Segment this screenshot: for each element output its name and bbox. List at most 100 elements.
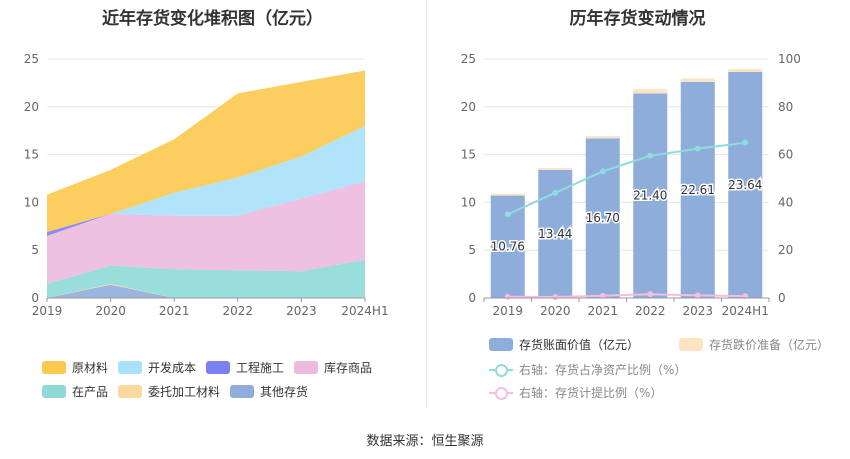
- legend-swatch: [679, 338, 703, 351]
- area-series-开发成本: [47, 125, 365, 232]
- line-point: [504, 211, 511, 218]
- legend-label: 存货跌价准备（亿元）: [709, 338, 830, 352]
- x-tick-label: 2022: [223, 304, 254, 318]
- y2-tick-label: 20: [778, 243, 793, 257]
- y-tick-label: 5: [468, 243, 476, 257]
- line-point: [694, 292, 701, 299]
- legend-item[interactable]: 存货账面价值（亿元）: [489, 336, 639, 353]
- bar-line-chart: 0 5 10 15 20 25 0 20 40 60 80 100 10.76 13.44 16.70 21.…: [461, 52, 801, 318]
- bar-impairment: [585, 135, 620, 139]
- legend-label: 开发成本: [148, 361, 197, 375]
- y2-tick-label: 40: [778, 195, 793, 209]
- y2-tick-label: 0: [778, 291, 786, 305]
- bar-impairment: [680, 78, 715, 82]
- legend-item[interactable]: 在产品: [42, 383, 108, 400]
- y-tick-label: 15: [461, 148, 476, 162]
- y-tick-label: 0: [468, 291, 476, 305]
- bar-impairment: [490, 193, 525, 196]
- y-tick-label: 25: [461, 52, 476, 66]
- x-tick-label: 2022: [635, 304, 666, 318]
- y2-tick-label: 100: [778, 52, 801, 66]
- area-series-库存商品: [47, 181, 365, 284]
- legend-swatch: [489, 386, 513, 400]
- legend-swatch: [118, 385, 142, 398]
- bar-value-label: 10.76: [491, 240, 525, 254]
- x-tick-label: 2024H1: [341, 304, 388, 318]
- legend-label: 存货账面价值（亿元）: [519, 338, 640, 352]
- bar-book-value: [633, 93, 668, 298]
- legend-item[interactable]: 开发成本: [118, 359, 196, 376]
- y-tick-label: 15: [24, 148, 39, 162]
- area-series-其他存货: [47, 284, 365, 298]
- line-series-右轴：存货计提比例（%）: [507, 293, 746, 299]
- legend-item[interactable]: 工程施工: [206, 359, 284, 376]
- y-tick-label: 20: [24, 100, 39, 114]
- legend-item[interactable]: 右轴：存货占净资产比例（%）: [489, 361, 686, 378]
- area-series-委托加工材料: [47, 283, 365, 298]
- legend-item[interactable]: 库存商品: [294, 359, 372, 376]
- bar-value-label: 22.61: [681, 183, 715, 197]
- legend-swatch: [489, 338, 513, 351]
- y-tick-label: 10: [24, 195, 39, 209]
- bar-value-label: 13.44: [538, 227, 572, 241]
- bar-value-label: 16.70: [586, 211, 620, 225]
- y-tick-label: 0: [31, 291, 39, 305]
- legend-label: 其他存货: [260, 385, 309, 399]
- legend-label: 委托加工材料: [148, 385, 221, 399]
- legend-swatch: [42, 361, 66, 374]
- left-chart-title: 近年存货变化堆积图（亿元）: [102, 9, 323, 29]
- bar-impairment: [633, 89, 668, 94]
- legend-swatch: [206, 361, 230, 374]
- legend-swatch: [230, 385, 254, 398]
- bar-impairment: [728, 69, 763, 73]
- y-tick-label: 25: [24, 52, 39, 66]
- bar-book-value: [585, 138, 620, 298]
- bar-value-label: 21.40: [633, 189, 667, 203]
- line-point: [742, 293, 749, 300]
- y2-tick-label: 60: [778, 148, 793, 162]
- line-point: [552, 294, 559, 301]
- legend-item[interactable]: 存货跌价准备（亿元）: [679, 336, 829, 353]
- legend-label: 工程施工: [236, 361, 285, 375]
- line-point: [599, 168, 606, 175]
- area-series-原材料: [47, 70, 365, 232]
- x-tick-label: 2019: [32, 304, 63, 318]
- legend-label: 右轴：存货计提比例（%）: [519, 386, 663, 400]
- y-tick-label: 10: [461, 195, 476, 209]
- legend-swatch: [118, 361, 142, 374]
- line-point: [504, 293, 511, 300]
- legend-label: 在产品: [72, 385, 109, 399]
- legend-label: 库存商品: [324, 361, 373, 375]
- x-tick-label: 2020: [95, 304, 126, 318]
- bar-impairment: [538, 168, 573, 171]
- legend-swatch: [294, 361, 318, 374]
- bar-book-value: [680, 81, 715, 299]
- y-tick-label: 20: [461, 100, 476, 114]
- bar-book-value: [728, 72, 763, 298]
- x-tick-label: 2021: [587, 304, 618, 318]
- bar-line-chart-panel: 历年存货变动情况 0 5 10 15 20 25 0 20 40 60 80 100 10.76 13.4…: [425, 0, 850, 420]
- bar-value-label: 23.64: [728, 178, 762, 192]
- legend-label: 原材料: [72, 361, 109, 375]
- line-point: [694, 145, 701, 152]
- x-tick-label: 2020: [540, 304, 571, 318]
- stacked-area-chart-panel: 近年存货变化堆积图（亿元） 0 5 10 15 20 25 2019 2020 2021 2022…: [0, 0, 425, 420]
- legend-swatch: [42, 385, 66, 398]
- legend-marker: [495, 387, 508, 400]
- x-tick-label: 2019: [492, 304, 523, 318]
- line-point: [647, 291, 654, 298]
- line-point: [647, 152, 654, 159]
- legend-item[interactable]: 右轴：存货计提比例（%）: [489, 384, 662, 401]
- legend-item[interactable]: 委托加工材料: [118, 383, 220, 400]
- legend-marker: [495, 364, 508, 377]
- area-series-在产品: [47, 259, 365, 298]
- right-chart-title: 历年存货变动情况: [569, 9, 706, 29]
- legend-swatch: [489, 363, 513, 377]
- x-tick-label: 2023: [286, 304, 317, 318]
- legend-label: 右轴：存货占净资产比例（%）: [519, 363, 687, 377]
- legend-item[interactable]: 原材料: [42, 359, 108, 376]
- legend-item[interactable]: 其他存货: [230, 383, 308, 400]
- line-point: [742, 139, 749, 146]
- line-point: [552, 189, 559, 196]
- stacked-area-chart: 0 5 10 15 20 25 2019 2020 2021 2022 2023 2024H1: [24, 52, 389, 318]
